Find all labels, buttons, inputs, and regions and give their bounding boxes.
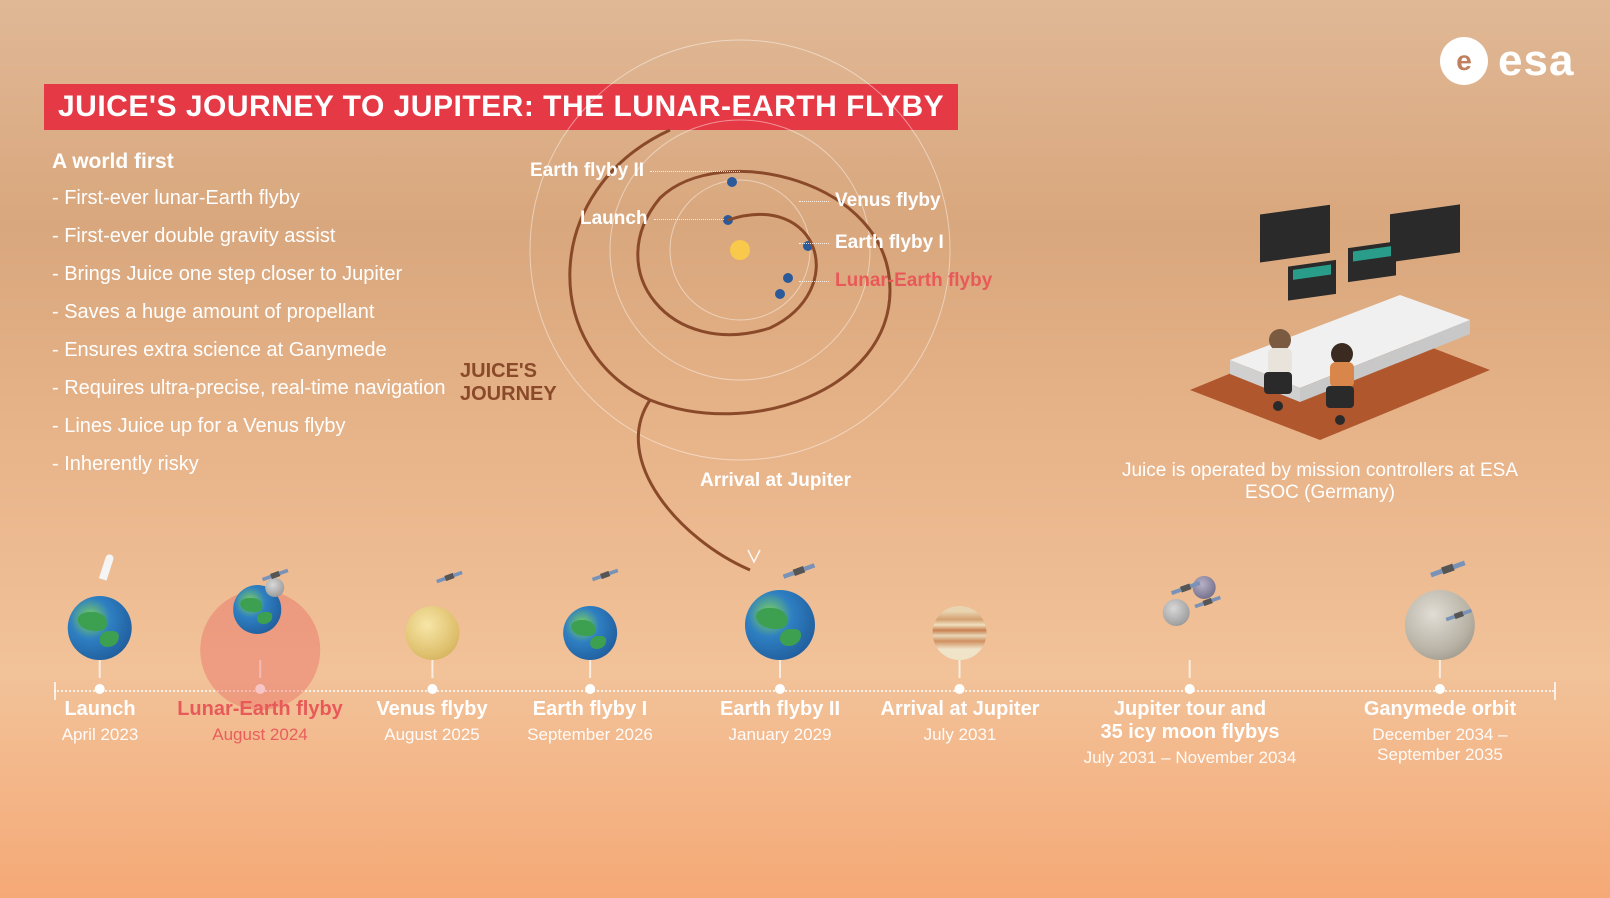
timeline-tick [779,660,781,678]
timeline-icon [405,580,459,660]
timeline-item-jupiter-tour: Jupiter tour and35 icy moon flybys July 2… [1084,580,1297,768]
timeline-tick [589,660,591,678]
timeline-icon [745,580,815,660]
timeline-label: Jupiter tour and35 icy moon flybys [1084,698,1297,744]
timeline-date: August 2024 [177,725,343,745]
timeline: Launch April 2023 Lunar-Earth flybyAugust … [0,0,1610,898]
timeline-item-arrival-jupiter: Arrival at Jupiter July 2031 [881,580,1040,745]
timeline-tick [1189,660,1191,678]
timeline-dot [1435,684,1445,694]
timeline-item-ganymede-orbit: Ganymede orbit December 2034 –September 2… [1364,580,1516,765]
timeline-dot [1185,684,1195,694]
timeline-label: Earth flyby I [527,698,653,721]
timeline-icon [1163,580,1217,660]
timeline-label: Arrival at Jupiter [881,698,1040,721]
timeline-icon [68,580,132,660]
timeline-date: September 2026 [527,725,653,745]
timeline-tick [99,660,101,678]
timeline-label: Ganymede orbit [1364,698,1516,721]
timeline-icon [233,580,287,660]
timeline-icon [563,580,617,660]
timeline-tick [1439,660,1441,678]
timeline-label: Launch [62,698,139,721]
timeline-dot [427,684,437,694]
timeline-date: August 2025 [376,725,487,745]
timeline-date: April 2023 [62,725,139,745]
timeline-dot [955,684,965,694]
timeline-tick [959,660,961,678]
timeline-icon [1405,580,1475,660]
timeline-item-earth-flyby-i: Earth flyby I September 2026 [527,580,653,745]
timeline-icon [933,580,987,660]
timeline-item-venus-flyby: Venus flyby August 2025 [376,580,487,745]
timeline-item-launch: Launch April 2023 [62,580,139,745]
timeline-dot [585,684,595,694]
timeline-item-lunar-earth-flyby: Lunar-Earth flybyAugust 2024 [177,580,343,745]
timeline-date: January 2029 [720,725,840,745]
timeline-date: July 2031 [881,725,1040,745]
timeline-tick [431,660,433,678]
timeline-label: Earth flyby II [720,698,840,721]
timeline-label: Venus flyby [376,698,487,721]
timeline-item-earth-flyby-ii: Earth flyby II January 2029 [720,580,840,745]
timeline-dot [775,684,785,694]
timeline-dot [95,684,105,694]
timeline-date: July 2031 – November 2034 [1084,748,1297,768]
timeline-date: December 2034 –September 2035 [1364,725,1516,765]
